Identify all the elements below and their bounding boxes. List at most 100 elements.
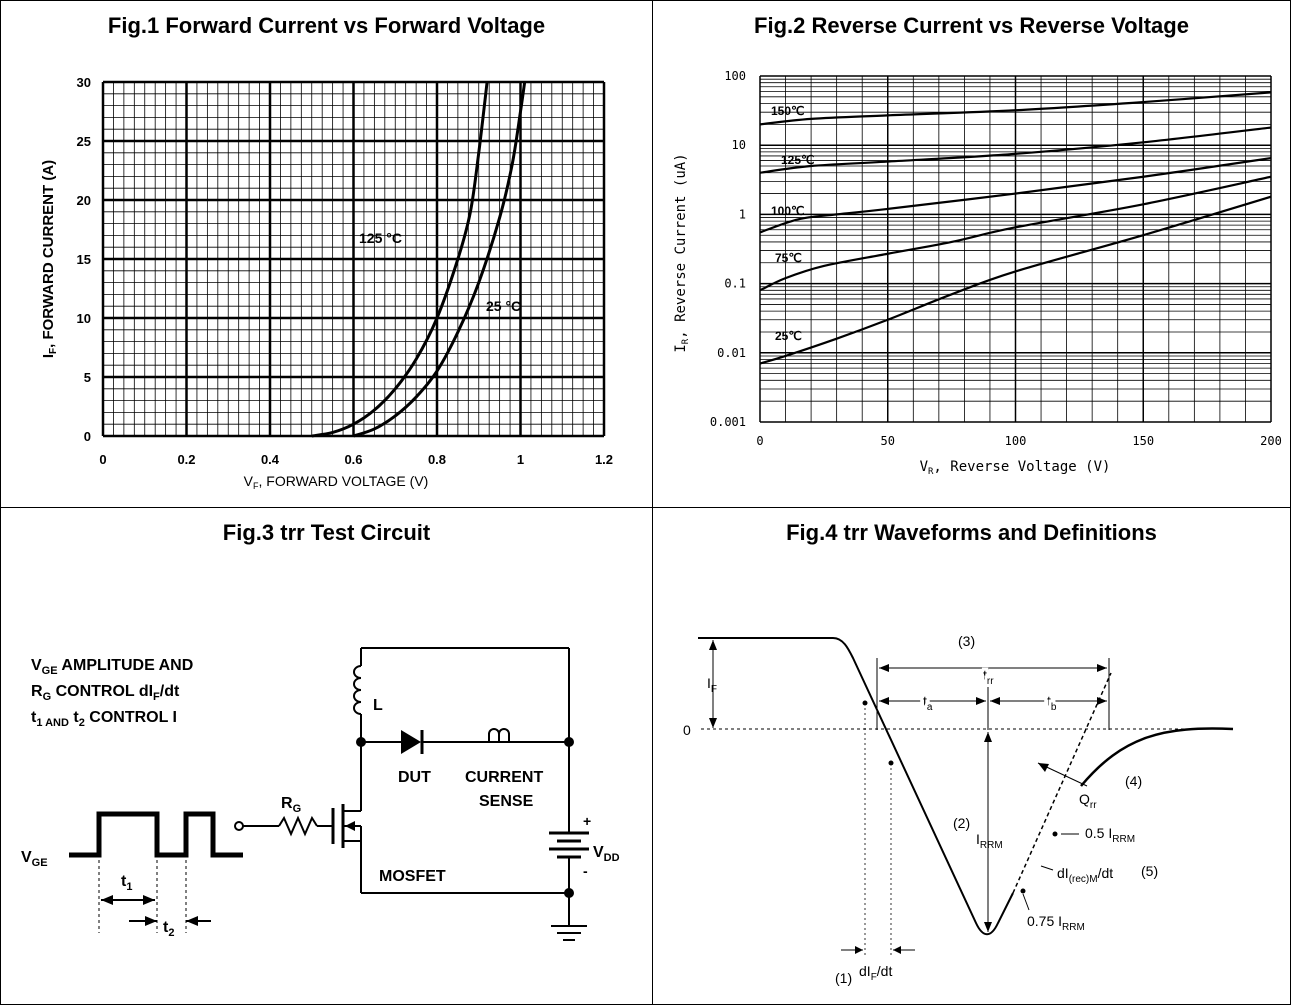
tb-label: tb: [1047, 693, 1057, 713]
fig1-x-tick: 0.8: [428, 452, 446, 467]
inductor-label: L: [373, 697, 383, 714]
fig2-y-tick: 10: [732, 138, 746, 152]
mosfet-arrow: [345, 821, 355, 831]
trr-arrowhead-right: [1097, 664, 1107, 672]
fig2-label-25: 25℃: [775, 329, 802, 343]
fig2-x-tick: 150: [1132, 434, 1154, 448]
fig1-y-tick: 20: [77, 193, 91, 208]
dut-diode-icon: [401, 730, 421, 754]
fig2-series-1: [759, 126, 1272, 174]
fig2-x-tick: 100: [1005, 434, 1027, 448]
vge-label: VGE: [21, 849, 48, 869]
rg-resistor: [278, 815, 318, 837]
rg-label: RG: [281, 795, 301, 815]
gate-terminal: [234, 821, 244, 831]
fig1-panel: Fig.1 Forward Current vs Forward Voltage…: [0, 0, 653, 508]
fig1-y-tick: 30: [77, 75, 91, 90]
fig3-title: Fig.3 trr Test Circuit: [222, 520, 431, 545]
ta-arrowhead-left: [879, 697, 889, 705]
dut-label: DUT: [398, 769, 431, 786]
fig4-waveform: 0 IF (1) dIF/dt (3) trr ta: [683, 633, 1234, 986]
fig2-series-0: [759, 91, 1272, 126]
if-arrowhead-bottom: [709, 718, 717, 728]
fig2-chart: 0 50 100 150 200 0.001 0.01 0.1 1 10 100 150℃ 125℃…: [673, 69, 1282, 477]
zero-label: 0: [683, 722, 691, 738]
didt-rec-label: dI(rec)M/dt: [1057, 865, 1113, 885]
fig3-note-1: VGE AMPLITUDE AND: [31, 657, 193, 677]
irrm-label: IRRM: [976, 831, 1003, 851]
recovery-tail: [1080, 727, 1234, 787]
n4-label: (4): [1125, 773, 1142, 789]
ta-label: ta: [923, 693, 933, 713]
sense-label: SENSE: [479, 793, 534, 810]
fig1-x-tick: 0.2: [177, 452, 195, 467]
vge-pulse-waveform: [69, 811, 243, 858]
t1-label: t1: [121, 873, 132, 893]
q3-irrm-point: [1020, 888, 1026, 894]
fig2-x-tick: 0: [756, 434, 763, 448]
qrr-label: Qrr: [1079, 791, 1097, 811]
half-irrm-label: 0.5 IRRM: [1085, 825, 1135, 845]
fig2-series-3: [759, 175, 1272, 292]
current-sense-icon: [488, 728, 510, 742]
fig2-series-2: [759, 157, 1272, 234]
didt-arrowhead-left: [855, 946, 863, 954]
fig2-label-75: 75℃: [775, 251, 802, 265]
fig3-note-2: RG CONTROL dIF/dt: [31, 683, 180, 703]
fig1-x-tick: 0.6: [344, 452, 362, 467]
mosfet-label: MOSFET: [379, 868, 446, 885]
fig2-series-4: [759, 195, 1272, 365]
fig1-x-tick: 0.4: [261, 452, 280, 467]
recovery-dashed: [1012, 672, 1112, 894]
if-arrowhead-top: [709, 640, 717, 650]
fig1-y-tick: 0: [84, 429, 91, 444]
q3-irrm-label: 0.75 IRRM: [1027, 913, 1085, 933]
half-irrm-point: [1052, 831, 1058, 837]
n1-label: (1): [835, 970, 852, 986]
fig1-y-tick: 25: [77, 134, 91, 149]
fig1-x-tick: 0: [99, 452, 106, 467]
didt-point-2: [888, 760, 894, 766]
fig1-x-tick: 1.2: [595, 452, 613, 467]
vdd-label: VDD: [593, 844, 620, 864]
fig1-title: Fig.1 Forward Current vs Forward Voltage: [107, 13, 546, 38]
current-waveform: [698, 637, 1014, 936]
dif-label: dIF/dt: [859, 963, 892, 983]
fig1-label-25: 25 °C: [486, 298, 521, 314]
fig2-y-tick: 0.001: [710, 415, 746, 429]
fig1-x-tick: 1: [517, 452, 524, 467]
fig2-y-tick: 100: [724, 69, 746, 83]
if-label: IF: [707, 675, 717, 695]
current-label: CURRENT: [465, 769, 543, 786]
t2-arrowhead-left: [145, 916, 157, 926]
fig1-series-0: [311, 81, 489, 438]
n2-label: (2): [953, 815, 970, 831]
fig4-title: Fig.4 trr Waveforms and Definitions: [786, 520, 1157, 545]
didt-arrowhead-right: [893, 946, 901, 954]
fig2-label-150: 150℃: [771, 104, 805, 118]
fig2-y-tick: 0.01: [717, 346, 746, 360]
ta-arrowhead-right: [976, 697, 986, 705]
trr-arrowhead-left: [879, 664, 889, 672]
t1-arrowhead-left: [101, 895, 113, 905]
fig2-x-tick: 200: [1260, 434, 1282, 448]
fig2-label-100: 100℃: [771, 204, 805, 218]
fig1-y-tick: 5: [84, 370, 91, 385]
fig3-note-3: t1 AND t2 CONTROL I: [31, 709, 177, 729]
n3-label: (3): [958, 633, 975, 649]
t2-label: t2: [163, 919, 174, 939]
fig3-panel: Fig.3 trr Test Circuit VGE AMPLITUDE AND…: [0, 507, 653, 1005]
fig4-panel: Fig.4 trr Waveforms and Definitions 0 IF…: [652, 507, 1291, 1005]
didt-rec-arrow: [1040, 865, 1054, 871]
trr-label: trr: [983, 667, 994, 687]
fig1-xlabel: VF, FORWARD VOLTAGE (V): [244, 473, 429, 491]
fig2-y-tick: 1: [739, 207, 746, 221]
fig1-series-1: [353, 81, 527, 438]
t2-arrowhead-right: [186, 916, 198, 926]
fig2-panel: Fig.2 Reverse Current vs Reverse Voltage…: [652, 0, 1291, 508]
n5-label: (5): [1141, 863, 1158, 879]
fig2-y-tick: 0.1: [724, 277, 746, 291]
qrr-arrowhead: [1038, 763, 1049, 772]
fig3-circuit: VGE AMPLITUDE AND RG CONTROL dIF/dt t1 A…: [21, 647, 620, 941]
fig1-y-tick: 10: [77, 311, 91, 326]
